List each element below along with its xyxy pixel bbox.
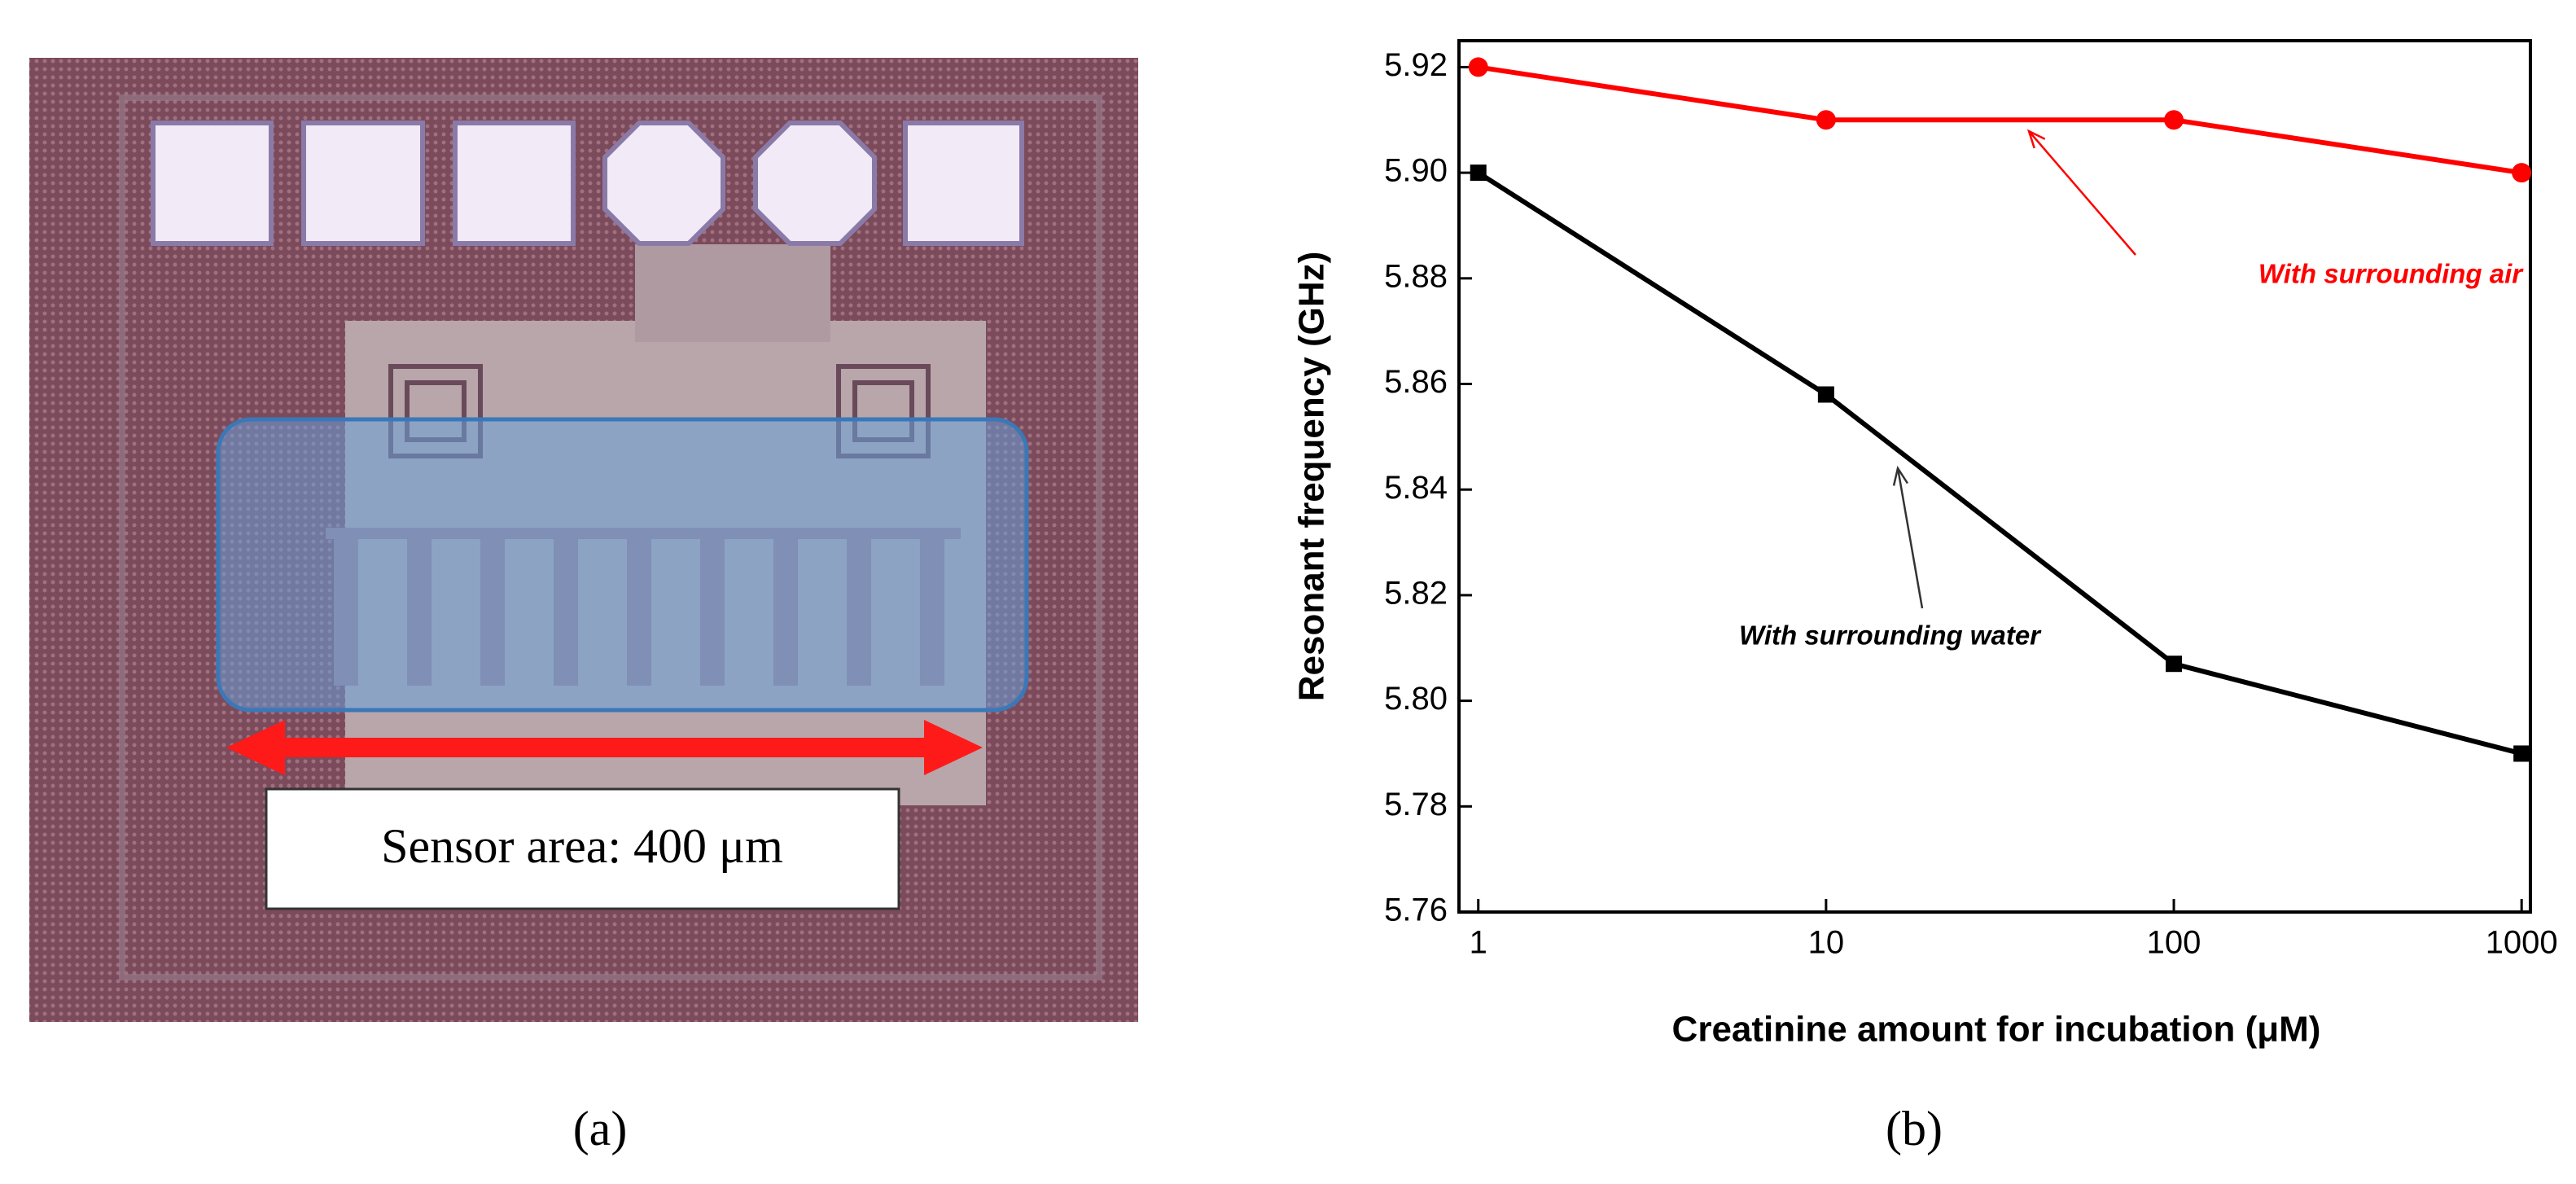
marker <box>1468 57 1488 77</box>
pad <box>903 121 1024 246</box>
pad <box>151 121 274 246</box>
annotation-arrow <box>2028 130 2136 256</box>
chip-photo: Sensor area: 400 μm <box>29 58 1138 1022</box>
y-tick-label: 5.80 <box>1384 681 1448 717</box>
x-axis-label: Creatinine amount for incubation (μM) <box>1672 1010 2321 1050</box>
arrow-head <box>226 720 285 775</box>
marker <box>1817 386 1834 403</box>
marker <box>1816 110 1836 130</box>
y-tick-label: 5.92 <box>1384 47 1448 83</box>
caption: (a) <box>573 1102 628 1155</box>
pad <box>602 121 725 246</box>
series-line <box>1478 64 2522 176</box>
annotation-arrowhead <box>1892 465 1908 486</box>
arrow-head <box>924 720 983 775</box>
marker <box>2512 163 2532 183</box>
caption: (b) <box>1886 1102 1943 1155</box>
y-tick-label: 5.90 <box>1384 153 1448 189</box>
annotation-arrow <box>1896 467 1924 609</box>
marker <box>1470 164 1487 182</box>
annotation-arrowhead <box>2026 129 2046 149</box>
feed <box>635 244 830 342</box>
annotation: With surrounding water <box>1739 621 2042 651</box>
y-tick-label: 5.76 <box>1384 892 1448 928</box>
pad <box>753 121 877 246</box>
pads <box>151 121 1024 246</box>
annotation: With surrounding air <box>2258 259 2524 289</box>
chip-border <box>119 94 1102 980</box>
x-tick-label: 1 <box>1470 925 1487 961</box>
pad <box>453 121 576 246</box>
plot-frame <box>1457 39 2532 914</box>
arrow-shaft <box>277 738 933 757</box>
sensor-label: Sensor area: 400 μm <box>381 819 783 873</box>
y-axis-label: Resonant frequency (GHz) <box>1292 252 1332 702</box>
y-tick-label: 5.78 <box>1384 787 1448 822</box>
x-tick-label: 1000 <box>2486 925 2558 961</box>
y-tick-label: 5.82 <box>1384 575 1448 611</box>
y-tick-label: 5.86 <box>1384 364 1448 400</box>
x-tick-label: 100 <box>2147 925 2201 961</box>
series-line <box>1477 170 2522 756</box>
y-tick-label: 5.88 <box>1384 258 1448 294</box>
sensor-highlight <box>216 417 1029 713</box>
pad <box>301 121 425 246</box>
marker <box>2513 745 2530 762</box>
label-box <box>265 787 900 910</box>
x-tick-label: 10 <box>1808 925 1845 961</box>
dimension-arrow <box>226 720 983 775</box>
marker <box>2164 110 2184 130</box>
y-tick-label: 5.84 <box>1384 470 1448 506</box>
marker <box>2166 656 2183 673</box>
